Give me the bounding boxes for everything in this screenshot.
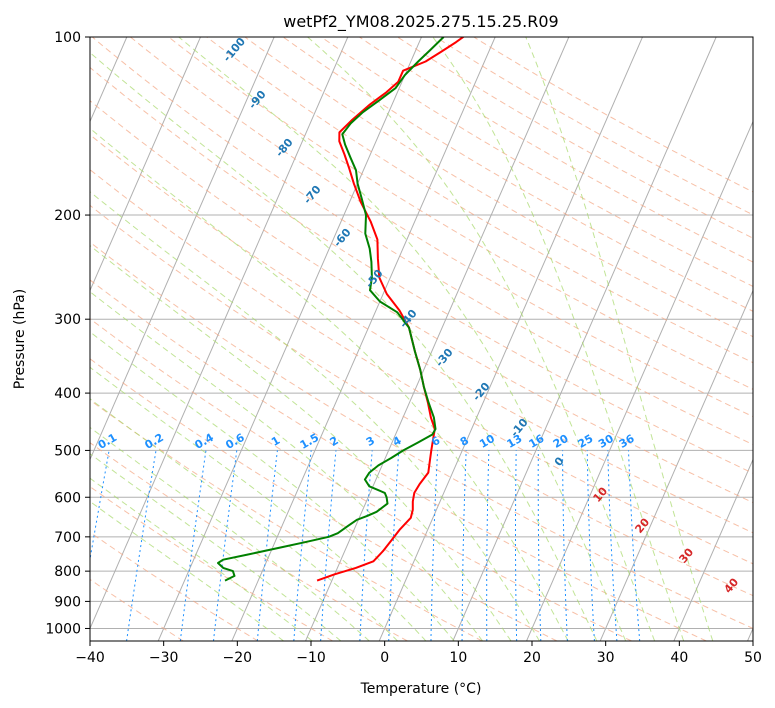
x-tick-label: 0 [380,650,389,666]
y-tick-label: 600 [54,490,81,506]
y-tick-label: 400 [54,386,81,402]
moist-adiabat-line [90,127,569,641]
moist-adiabat-line [90,366,427,641]
x-axis: −40 −30 −20 −10 0 10 20 30 40 50 [75,641,762,666]
moist-adiabat-line [90,331,455,641]
x-tick-label: −20 [223,650,253,666]
x-tick-label: −30 [149,650,179,666]
moist-adiabat-line [90,426,370,641]
x-tick-label: 10 [449,650,467,666]
y-tick-label: 800 [54,564,81,580]
y-tick-label: 700 [54,530,81,546]
dry-adiabat-line [90,66,753,474]
series-layer [217,37,465,582]
dry-adiabat-line [282,37,753,312]
isotherm-line [673,458,753,641]
dry-adiabat-line [473,37,753,193]
moist-adiabat-line [90,477,313,641]
dry-adiabat-line [359,37,753,263]
x-tick-label: −10 [296,650,326,666]
dry-adiabat-line [90,204,753,597]
isotherm-line [90,37,349,630]
isotherm-line [231,37,496,641]
y-axis: 100 200 300 400 500 600 700 800 900 1000 [45,30,90,637]
dry-adiabat-line [90,100,753,504]
moist-adiabat-line [432,37,685,641]
dry-adiabat-line [90,169,753,565]
moist-adiabat-line [90,500,284,641]
dry-adiabat-line [90,241,753,629]
y-tick-label: 900 [54,594,81,610]
x-tick-label: −40 [75,650,105,666]
dry-adiabat-line [90,486,333,641]
dry-adiabat-line [90,358,558,641]
isotherm-line [599,289,753,641]
moist-adiabat-line [307,37,656,641]
isotherm-line [526,120,753,641]
y-tick-label: 100 [54,30,81,46]
dry-adiabat-line [435,37,753,216]
chart-title: wetPf2_YM08.2025.275.15.25.R09 [283,12,558,32]
moist-adiabat-line [90,244,512,641]
plot-frame [89,36,754,642]
isotherm-line [378,37,643,641]
moist-adiabat-line [90,291,483,641]
y-tick-label: 1000 [45,621,81,637]
y-tick-label: 300 [54,312,81,328]
x-tick-label: 20 [523,650,541,666]
dewpoint-profile-line [217,37,445,582]
moist-adiabat-line [178,37,627,641]
dry-adiabat-line [90,318,632,641]
dry-adiabat-line [244,37,753,338]
x-tick-label: 30 [597,650,615,666]
x-tick-label: 50 [744,650,762,666]
isotherm-line [452,37,717,641]
isotherm-line [157,37,422,641]
background-lines [90,37,753,641]
x-tick-label: 40 [670,650,688,666]
moist-adiabat-line [90,51,598,641]
dry-adiabat-line [320,37,753,287]
moist-adiabat-line [525,37,714,641]
isotherm-line [90,37,275,461]
moist-adiabat-line [90,398,398,641]
y-axis-label: Pressure (hPa) [12,289,28,389]
dry-adiabat-line [90,134,753,534]
x-axis-label: Temperature (°C) [360,681,482,697]
y-tick-label: 500 [54,443,81,459]
isotherm-line [90,37,201,292]
dry-adiabat-line [90,279,707,641]
y-tick-label: 200 [54,208,81,224]
